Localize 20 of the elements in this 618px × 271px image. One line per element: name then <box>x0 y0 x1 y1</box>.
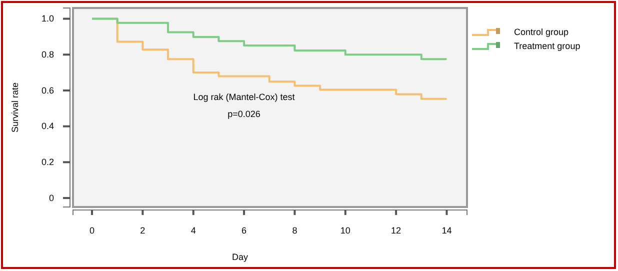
annotation: Log rak (Mantel-Cox) test <box>193 92 296 102</box>
x-tick-label: 6 <box>242 225 247 236</box>
x-tick-label: 8 <box>292 225 298 236</box>
x-tick-label: 12 <box>391 225 402 236</box>
legend-label: Control group <box>514 27 569 37</box>
y-tick-label: 1.0 <box>41 14 54 24</box>
x-tick-label: 10 <box>340 225 350 236</box>
x-tick-label: 14 <box>442 225 452 236</box>
annotation: p=0.026 <box>228 109 260 119</box>
x-tick-label: 2 <box>140 225 146 236</box>
y-tick-label: 0.4 <box>41 121 54 132</box>
y-tick-label: 0.6 <box>41 85 54 96</box>
y-tick-label: 0.2 <box>41 157 54 168</box>
y-tick-label: 0 <box>48 192 54 203</box>
x-axis-title: Day <box>232 252 248 262</box>
y-tick-label: 0.8 <box>41 49 54 60</box>
x-tick-label: 0 <box>89 225 95 236</box>
y-axis-title: Survival rate <box>10 82 20 133</box>
x-tick-label: 4 <box>190 225 196 236</box>
legend-label: Treatment group <box>514 41 580 51</box>
